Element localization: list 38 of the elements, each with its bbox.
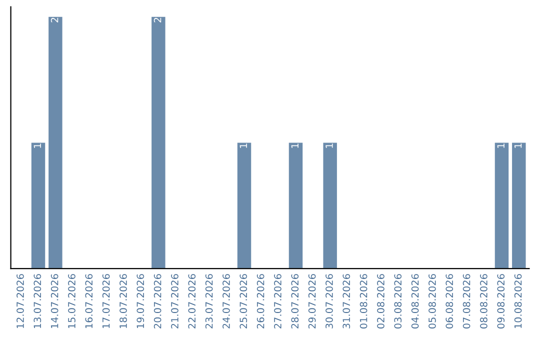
data-label: 1 bbox=[497, 144, 504, 148]
x-tick-label: 24.07.2026 bbox=[222, 274, 230, 328]
x-tick-label: 17.07.2026 bbox=[102, 274, 110, 328]
x-tick-label: 29.07.2026 bbox=[308, 274, 316, 328]
x-tick-label: 09.08.2026 bbox=[497, 274, 505, 328]
x-tick-label: 28.07.2026 bbox=[291, 274, 299, 328]
x-tick-label: 05.08.2026 bbox=[428, 274, 436, 328]
x-tick-label: 15.07.2026 bbox=[68, 274, 76, 328]
x-tick-label: 01.08.2026 bbox=[360, 274, 368, 328]
x-tick-label: 10.08.2026 bbox=[514, 274, 522, 328]
x-tick-label: 19.07.2026 bbox=[136, 274, 144, 328]
x-tick-label: 16.07.2026 bbox=[85, 274, 93, 328]
x-tick-label: 27.07.2026 bbox=[274, 274, 282, 328]
x-tick-label: 07.08.2026 bbox=[462, 274, 470, 328]
x-tick-label: 21.07.2026 bbox=[171, 274, 178, 328]
data-label: 1 bbox=[291, 144, 298, 148]
data-label: 1 bbox=[240, 144, 247, 148]
x-tick-label: 02.08.2026 bbox=[377, 274, 384, 328]
x-tick-label: 12.07.2026 bbox=[16, 274, 24, 328]
x-tick-label: 13.07.2026 bbox=[34, 274, 42, 328]
x-tick-label: 18.07.2026 bbox=[120, 274, 127, 328]
data-label: 2 bbox=[50, 18, 58, 22]
x-tick-label: 04.08.2026 bbox=[411, 274, 419, 328]
x-tick-label: 20.07.2026 bbox=[154, 274, 162, 328]
data-label: 1 bbox=[514, 144, 522, 148]
x-tick-label: 30.07.2026 bbox=[326, 274, 333, 328]
data-label: 1 bbox=[34, 144, 41, 148]
x-tick-label: 22.07.2026 bbox=[188, 274, 196, 328]
x-tick-label: 14.07.2026 bbox=[50, 274, 58, 328]
data-label: 2 bbox=[154, 18, 162, 22]
x-tick-label: 06.08.2026 bbox=[446, 274, 454, 328]
x-tick-label: 03.08.2026 bbox=[394, 274, 402, 328]
x-tick-label: 26.07.2026 bbox=[256, 274, 264, 328]
x-tick-label: 23.07.2026 bbox=[205, 274, 213, 328]
x-tick-label: 08.08.2026 bbox=[480, 274, 488, 328]
x-tick-label: 25.07.2026 bbox=[240, 274, 248, 328]
x-tick-label: 31.07.2026 bbox=[342, 274, 350, 328]
data-label: 1 bbox=[326, 144, 333, 148]
